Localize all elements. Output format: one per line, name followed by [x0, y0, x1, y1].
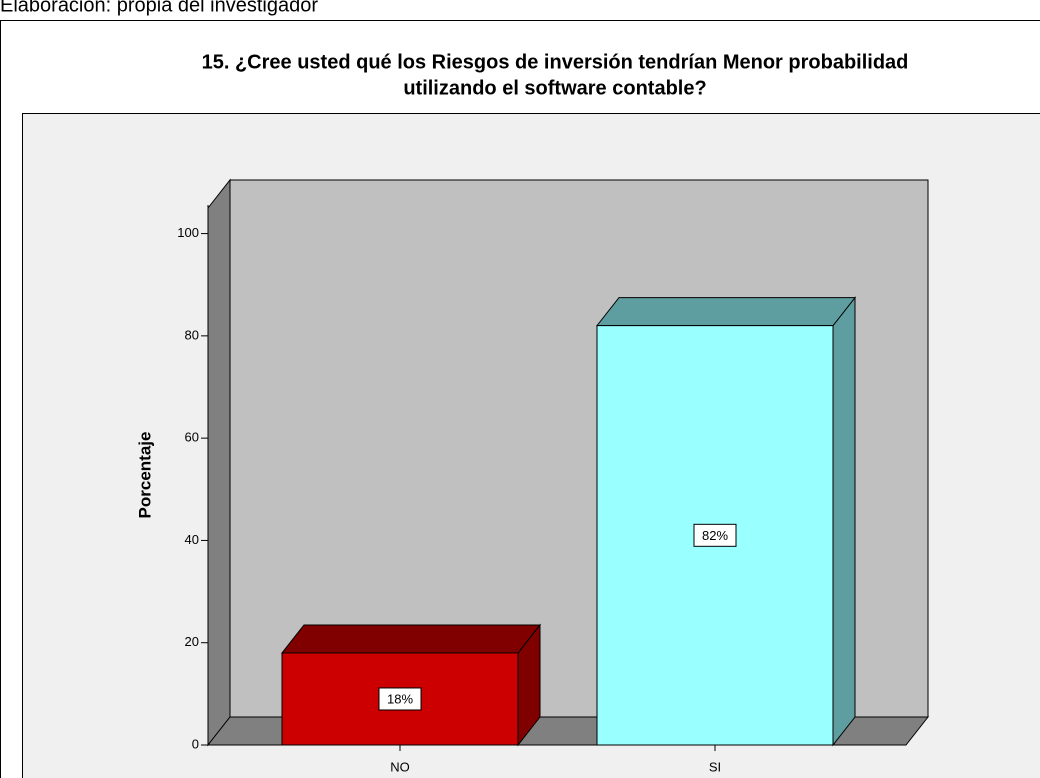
y-axis-label: Porcentaje: [135, 432, 154, 519]
y-tick-label: 80: [185, 327, 199, 342]
bar-top: [280, 624, 542, 654]
value-label-box: [378, 687, 422, 711]
value-label-box: [693, 523, 737, 547]
y-tick-label: 100: [177, 225, 199, 240]
bar-top: [595, 297, 857, 327]
value-label: 82%: [702, 528, 728, 543]
chart-title: 15. ¿Cree usted qué los Riesgos de inver…: [202, 51, 909, 73]
chart-title: utilizando el software contable?: [403, 77, 706, 99]
y-tick-label: 0: [192, 736, 199, 751]
y-tick-label: 20: [185, 634, 199, 649]
caption: Elaboración: propia del investigador: [0, 0, 318, 16]
y-tick-label: 60: [185, 430, 199, 445]
value-label: 18%: [387, 691, 413, 706]
x-tick-label: NO: [390, 759, 410, 774]
left-wall: [207, 178, 231, 747]
bar-side: [832, 296, 856, 747]
y-tick-label: 40: [185, 532, 199, 547]
x-tick-label: SI: [709, 759, 721, 774]
